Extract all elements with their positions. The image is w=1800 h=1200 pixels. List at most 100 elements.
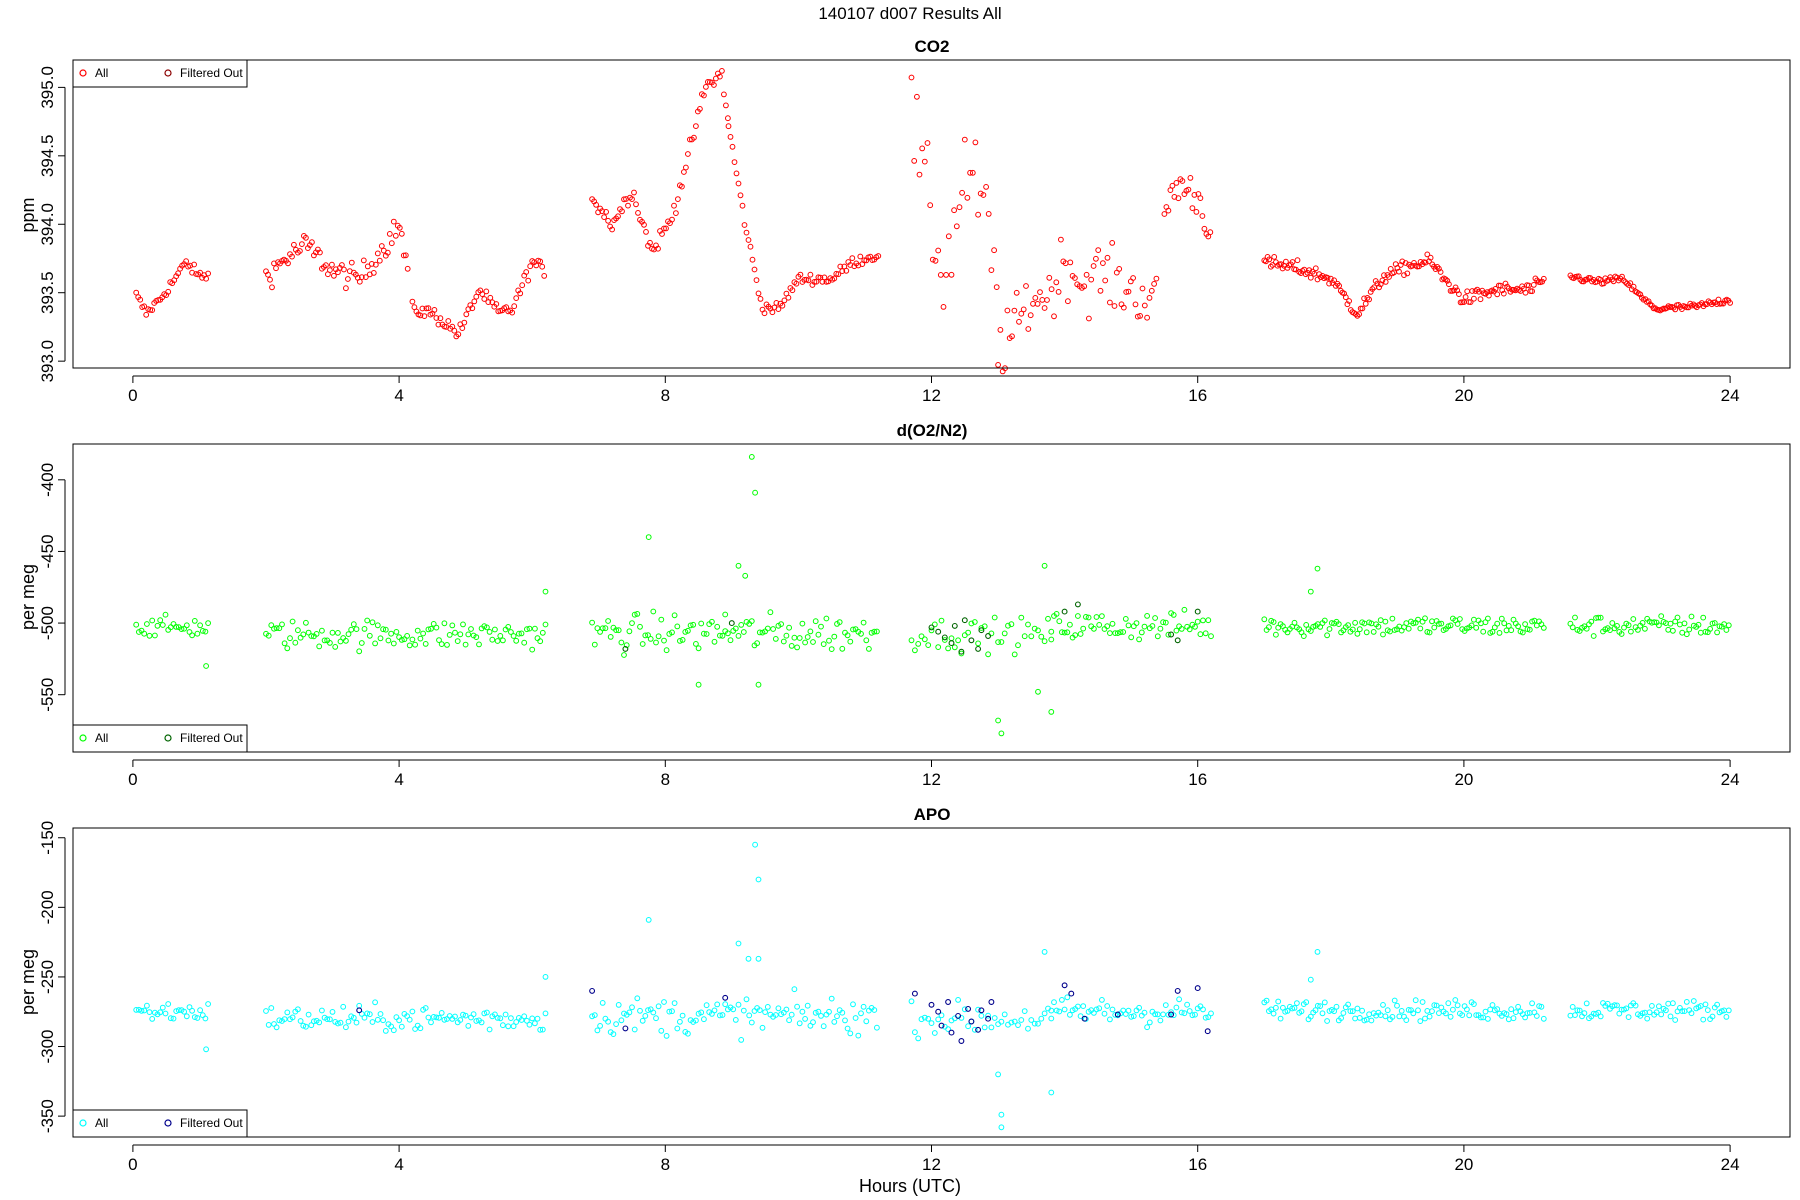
data-point-all [194,1015,201,1021]
data-point-all [133,1007,140,1013]
data-point-all [189,632,196,639]
data-point-all [457,1017,464,1023]
data-point-all [1422,259,1429,266]
data-point-all [740,1007,747,1014]
x-tick-label: 12 [922,770,941,789]
data-point-all [1590,633,1597,639]
data-point-all [1574,1007,1581,1014]
data-point-all [1540,1015,1547,1022]
y-tick-label: 394.5 [38,135,57,178]
data-point-all [1709,620,1716,627]
data-point-all [961,1006,968,1013]
data-point-all [597,1023,603,1029]
data-point-all [510,633,517,639]
data-point-all [1111,303,1118,309]
data-point-all [1583,625,1590,632]
data-point-all [521,1013,528,1020]
data-point-all [537,1026,544,1033]
data-point-all [831,1019,838,1025]
data-point-all [666,1008,673,1015]
data-point-all [478,1019,485,1026]
data-point-all [319,627,325,634]
data-point-all [714,1001,721,1008]
data-point-all [157,617,164,624]
data-point-all [1178,1009,1185,1016]
data-point-all [1653,1009,1660,1016]
data-point-all [643,229,649,235]
data-point-all [1500,290,1507,297]
data-point-all [955,637,961,644]
data-point-all [711,1007,718,1014]
data-point-all [1473,624,1480,631]
data-point-all [842,1017,848,1024]
data-point-all [1109,620,1116,627]
data-point-all [1723,627,1730,633]
data-point-all [1120,304,1127,311]
data-point-all [746,1012,753,1019]
data-point-all [650,1009,657,1016]
data-point-all [860,1003,867,1010]
data-point-all [629,1004,635,1011]
data-point-all [844,632,851,639]
data-point-all [978,625,985,631]
data-point-all [1270,619,1277,625]
data-point-all [863,637,870,644]
data-point-all [931,621,938,628]
data-point-all [441,1016,448,1023]
data-point-all [1667,1013,1674,1020]
data-point-all [995,639,1001,645]
data-point-all [390,218,397,225]
data-point-all [1077,1013,1084,1019]
data-point-all [444,642,450,648]
data-point-all [1692,303,1699,309]
panel-apo-legend-filtered-marker [164,1119,172,1127]
data-point-all [1307,976,1314,983]
data-point-all [542,588,549,595]
data-point-all [1503,1011,1510,1017]
data-point-all [745,955,752,962]
data-point-all [993,284,1000,291]
data-point-all [1099,997,1105,1003]
data-point-all [735,633,742,639]
data-point-all [339,262,345,268]
data-point-all [513,637,520,644]
data-point-all [1041,305,1048,311]
data-point-all [364,263,371,270]
data-point-all [392,232,399,239]
data-point-all [1011,651,1018,658]
data-point-all [350,621,357,628]
data-point-all [937,272,944,278]
data-point-all [147,307,154,313]
data-point-all [751,266,758,273]
data-point-all [1609,620,1616,626]
data-point-all [998,1018,1005,1025]
data-point-all [971,619,978,625]
data-point-all [1099,613,1105,619]
data-point-all [417,635,424,642]
data-point-all [327,1016,333,1023]
data-point-all [998,1124,1005,1131]
data-point-all [203,1046,210,1053]
data-point-all [356,278,363,285]
data-point-all [981,1024,988,1031]
data-point-all [860,619,867,626]
panel-apo-legend-box [72,1109,248,1138]
data-point-all [852,1015,859,1021]
data-point-all [969,169,976,176]
data-point-all [725,630,731,637]
data-point-all [1674,614,1681,621]
x-tick-label: 20 [1454,1155,1473,1174]
data-point-all [356,648,363,655]
data-point-all [967,169,973,176]
data-point-all [1067,621,1073,628]
data-point-all [874,1024,880,1031]
data-point-all [1317,1003,1324,1009]
x-tick-label: 24 [1721,770,1740,789]
data-point-all [740,629,747,635]
data-point-all [313,631,320,637]
data-point-all [1170,612,1177,618]
panel-co2-legend-all-marker [79,69,87,77]
data-point-all [847,262,854,268]
y-tick-label: -300 [38,1030,57,1064]
data-point-all [451,327,458,334]
